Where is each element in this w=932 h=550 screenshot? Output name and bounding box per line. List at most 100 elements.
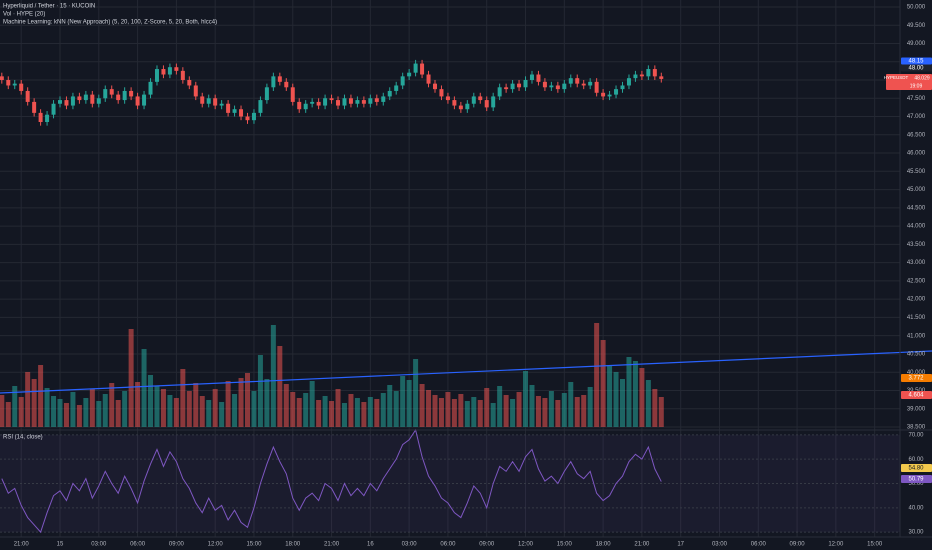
rsi-tick-label: 40.00 bbox=[908, 505, 924, 511]
volume-bar bbox=[335, 389, 341, 427]
volume-bar bbox=[432, 395, 438, 427]
candle-body bbox=[336, 100, 341, 106]
x-tick-label: 15:00 bbox=[867, 542, 883, 548]
volume-bar bbox=[354, 398, 360, 427]
price-label: 48.15 bbox=[908, 59, 924, 65]
volume-bar bbox=[51, 396, 57, 427]
candle-body bbox=[103, 89, 108, 99]
volume-bar bbox=[490, 403, 496, 427]
x-tick-label: 09:00 bbox=[790, 542, 806, 548]
volume-bar bbox=[180, 369, 186, 427]
price-label-box bbox=[901, 64, 932, 72]
volume-bar bbox=[135, 382, 141, 427]
volume-bar bbox=[206, 400, 212, 427]
last-price-label: 48.029 bbox=[914, 75, 930, 81]
candle-body bbox=[206, 98, 211, 104]
candle-body bbox=[58, 100, 62, 104]
price-label: 48.00 bbox=[908, 66, 924, 72]
candle-body bbox=[517, 83, 522, 88]
volume-bar bbox=[639, 368, 645, 427]
volume-bar bbox=[199, 396, 205, 427]
volume-bar bbox=[516, 392, 522, 427]
volume-bar bbox=[238, 378, 244, 427]
candle-body bbox=[342, 98, 347, 106]
volume-bar bbox=[322, 396, 328, 427]
volume-bar bbox=[542, 398, 548, 427]
indicator-label: Vol · HYPE (20) bbox=[3, 12, 45, 18]
x-tick-label: 12:00 bbox=[208, 542, 224, 548]
candle-body bbox=[607, 94, 612, 97]
rsi-title: RSI (14, close) bbox=[3, 435, 43, 441]
candle-body bbox=[394, 85, 399, 91]
volume-bar bbox=[555, 400, 561, 427]
volume-bar bbox=[96, 401, 102, 427]
volume-bar bbox=[277, 346, 283, 427]
volume-bar bbox=[83, 398, 89, 427]
symbol-label: HYPEUSDT bbox=[884, 75, 909, 80]
candle-body bbox=[646, 69, 651, 77]
volume-bar bbox=[232, 394, 238, 427]
volume-bar bbox=[561, 393, 567, 427]
volume-bar bbox=[148, 375, 154, 427]
candle-body bbox=[200, 96, 205, 104]
plot bbox=[0, 59, 664, 534]
candle-body bbox=[174, 67, 179, 71]
candle-body bbox=[588, 81, 593, 86]
candle-body bbox=[536, 74, 541, 82]
y-tick-label: 41.000 bbox=[907, 333, 926, 339]
candle-body bbox=[601, 92, 606, 97]
volume-bar bbox=[426, 390, 432, 427]
rsi-value-label: 50.79 bbox=[908, 477, 924, 483]
y-tick-label: 47.000 bbox=[907, 114, 926, 120]
y-tick-label: 45.500 bbox=[907, 169, 926, 175]
candle-body bbox=[290, 87, 295, 102]
candle-body bbox=[135, 96, 140, 106]
volume-bar bbox=[44, 388, 50, 427]
candle-body bbox=[264, 87, 269, 101]
volume-label: 4.604 bbox=[908, 393, 924, 399]
x-tick-label: 18:00 bbox=[596, 542, 612, 548]
volume-bar bbox=[102, 394, 108, 427]
y-tick-label: 49.000 bbox=[907, 41, 926, 47]
candle-body bbox=[239, 109, 244, 117]
x-tick-label: 09:00 bbox=[479, 542, 495, 548]
volume-bar bbox=[25, 372, 31, 427]
candle-body bbox=[258, 100, 263, 113]
volume-bar bbox=[154, 386, 160, 427]
volume-bar bbox=[245, 373, 250, 427]
y-tick-label: 40.000 bbox=[907, 370, 926, 376]
chart-title: Hyperliquid / Tether · 15 · KUCOIN bbox=[3, 4, 95, 10]
candle-body bbox=[439, 89, 444, 97]
volume-bar bbox=[264, 379, 270, 427]
trend-line bbox=[0, 350, 932, 394]
y-tick-label: 49.500 bbox=[907, 23, 926, 29]
candle-body bbox=[70, 96, 75, 106]
volume-bar bbox=[581, 395, 587, 427]
volume-bar bbox=[89, 389, 95, 427]
rsi-tick-label: 50.00 bbox=[908, 481, 924, 487]
candle-body bbox=[32, 101, 37, 113]
volume-bar bbox=[387, 385, 393, 427]
volume-bar bbox=[186, 391, 192, 427]
candle-body bbox=[510, 83, 515, 90]
volume-bar bbox=[361, 402, 367, 427]
volume-bar bbox=[141, 349, 147, 427]
volume-bar bbox=[393, 391, 399, 427]
indicator-label: Machine Learning: kNN (New Approach) (5,… bbox=[3, 20, 217, 26]
candle-body bbox=[38, 112, 43, 122]
volume-bar bbox=[574, 397, 580, 427]
candle-body bbox=[232, 109, 237, 113]
rsi-tick-label: 70.00 bbox=[908, 432, 924, 438]
candle-body bbox=[614, 89, 619, 95]
volume-bar bbox=[535, 396, 541, 427]
volume-bar bbox=[484, 388, 490, 427]
x-tick-label: 12:00 bbox=[518, 542, 534, 548]
candle-body bbox=[25, 90, 30, 102]
volume-bar bbox=[419, 384, 425, 427]
candle-body bbox=[620, 85, 625, 90]
volume-bar bbox=[303, 393, 309, 427]
x-tick-label: 03:00 bbox=[402, 542, 418, 548]
candle-body bbox=[633, 74, 638, 79]
